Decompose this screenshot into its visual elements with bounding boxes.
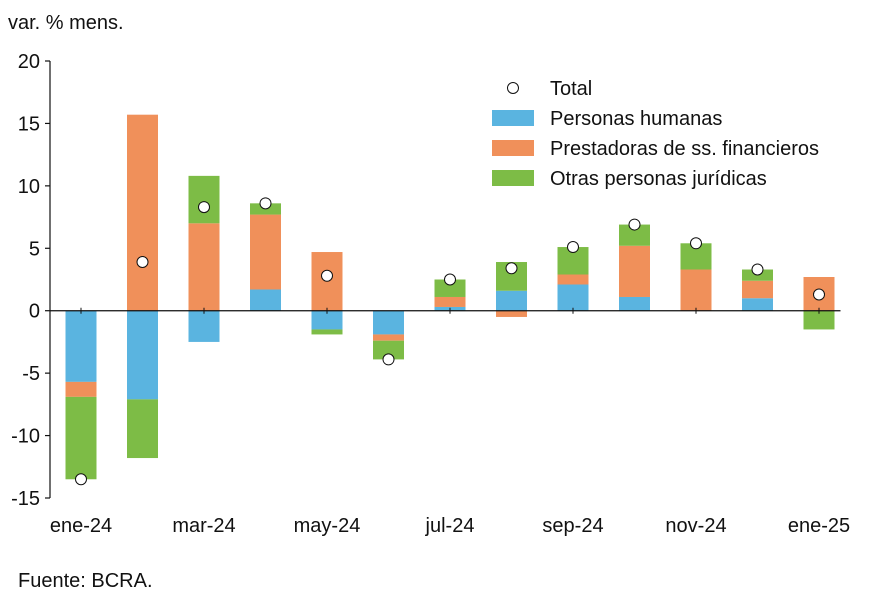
- bars-layer: [65, 114, 835, 480]
- x-tick-label: ene-24: [50, 515, 112, 537]
- total-marker-sep-24: [567, 241, 579, 254]
- bar-segment-ago-24-1: [496, 290, 527, 311]
- total-marker-oct-24: [628, 218, 641, 231]
- y-tick-label: -10: [11, 426, 40, 448]
- bar-segment-jun-24-1: [373, 310, 404, 335]
- bar-segment-nov-24-2: [680, 269, 712, 311]
- y-axis-unit-label: var. % mens.: [8, 12, 124, 34]
- total-marker-ago-24: [505, 262, 518, 275]
- y-tick-label: 20: [18, 51, 40, 73]
- x-tick-label: mar-24: [172, 515, 235, 537]
- total-marker-mar-24: [198, 201, 210, 214]
- x-tick-label: may-24: [294, 515, 361, 537]
- bar-segment-ago-24-2: [496, 310, 527, 317]
- total-marker-jun-24: [382, 353, 395, 366]
- bar-segment-may-24-3: [311, 329, 343, 335]
- bar-segment-feb-24-1: [127, 310, 158, 400]
- y-tick-label: 10: [18, 176, 40, 198]
- bar-segment-ene-24-3: [65, 396, 97, 480]
- bar-segment-may-24-1: [311, 310, 343, 330]
- legend: Total Personas humanas Prestadoras de ss. …: [492, 78, 819, 190]
- bar-segment-ene-24-2: [65, 381, 97, 397]
- bar-segment-jun-24-3: [373, 340, 404, 360]
- bar-segment-oct-24-1: [619, 296, 650, 311]
- bar-segment-feb-24-2: [127, 114, 158, 311]
- bar-segment-feb-24-3: [127, 399, 158, 459]
- total-marker-nov-24: [690, 237, 702, 250]
- totals-layer: [75, 197, 825, 486]
- total-marker-feb-24: [136, 256, 149, 269]
- legend-swatch: [492, 110, 534, 126]
- bar-segment-mar-24-2: [188, 223, 220, 311]
- legend-label: Prestadoras de ss. financieros: [550, 138, 819, 160]
- legend-swatch: [492, 170, 534, 186]
- total-marker-jul-24: [444, 273, 456, 286]
- bar-segment-jun-24-2: [373, 334, 404, 341]
- bar-segment-abr-24-2: [250, 214, 281, 290]
- bar-segment-oct-24-2: [619, 245, 650, 297]
- y-tick-label: 5: [29, 238, 40, 260]
- x-tick-label: jul-24: [425, 515, 475, 537]
- y-tick-label: 15: [18, 113, 40, 135]
- x-tick-label: sep-24: [542, 515, 603, 537]
- legend-label: Otras personas jurídicas: [550, 168, 767, 190]
- bar-segment-dic-24-2: [742, 280, 773, 299]
- bar-segment-ene-25-3: [803, 310, 835, 330]
- legend-swatch-total: [507, 82, 519, 94]
- total-marker-dic-24: [751, 263, 764, 276]
- bar-segment-oct-24-3: [619, 224, 650, 246]
- source-note: Fuente: BCRA.: [18, 570, 153, 592]
- bar-segment-jul-24-3: [434, 279, 466, 297]
- y-tick-label: -15: [11, 488, 40, 510]
- legend-label: Total: [550, 78, 592, 100]
- axes-layer: 20 15 10 5 0 -5 -10 -15 ene-24 mar-24 may-24 jul-24…: [11, 51, 850, 537]
- bar-segment-sep-24-1: [557, 284, 589, 311]
- legend-swatch: [492, 140, 534, 156]
- bar-segment-mar-24-3: [188, 175, 220, 224]
- total-marker-may-24: [321, 269, 333, 282]
- y-tick-label: 0: [29, 301, 40, 323]
- total-marker-abr-24: [259, 197, 272, 210]
- bar-segment-abr-24-1: [250, 289, 281, 311]
- legend-label: Personas humanas: [550, 108, 722, 130]
- bar-segment-jul-24-2: [434, 296, 466, 307]
- bar-segment-ene-24-1: [65, 310, 97, 382]
- total-marker-ene-24: [75, 473, 87, 486]
- x-tick-label: ene-25: [788, 515, 850, 537]
- total-marker-ene-25: [813, 288, 825, 301]
- bar-segment-dic-24-1: [742, 298, 773, 311]
- x-tick-label: nov-24: [665, 515, 726, 537]
- bar-segment-sep-24-2: [557, 274, 589, 285]
- bar-segment-mar-24-1: [188, 310, 220, 342]
- y-tick-label: -5: [22, 363, 40, 385]
